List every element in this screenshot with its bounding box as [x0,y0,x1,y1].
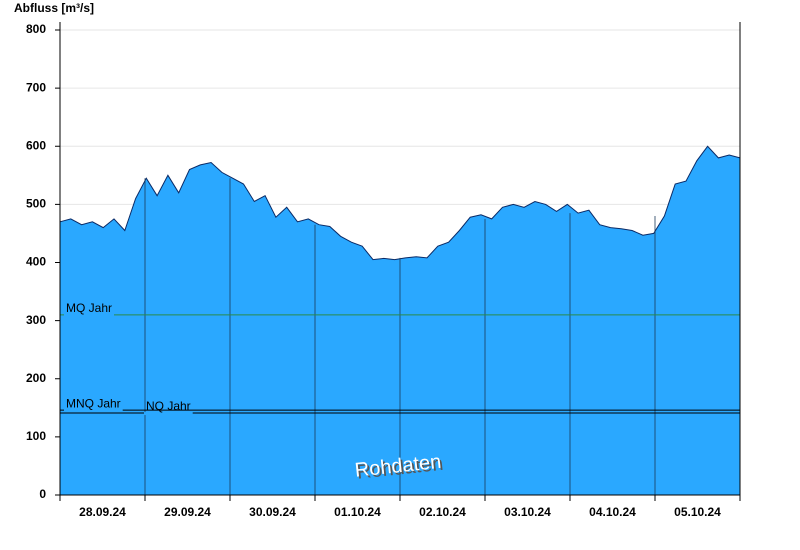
y-tick-label: 400 [26,255,46,269]
reference-label-bg [64,313,115,317]
reference-label: NQ Jahr [146,399,191,413]
x-tick-label: 28.09.24 [79,505,126,519]
x-tick-label: 01.10.24 [334,505,381,519]
y-tick-label: 100 [26,429,46,443]
x-tick-label: 30.09.24 [249,505,296,519]
reference-label-bg [144,412,193,416]
x-tick-label: 05.10.24 [674,505,721,519]
chart-title: Abfluss [m³/s] [14,1,94,15]
x-tick-label: 03.10.24 [504,505,551,519]
x-tick-label: 02.10.24 [419,505,466,519]
x-tick-label: 29.09.24 [164,505,211,519]
x-tick-label: 04.10.24 [589,505,636,519]
reference-label: MQ Jahr [66,301,112,315]
y-tick-label: 200 [26,371,46,385]
y-tick-label: 300 [26,313,46,327]
y-tick-label: 700 [26,80,46,94]
reference-label: MNQ Jahr [66,396,121,410]
reference-label-bg [64,409,123,413]
y-tick-label: 600 [26,138,46,152]
y-tick-label: 0 [39,487,46,501]
y-tick-label: 500 [26,197,46,211]
y-tick-label: 800 [26,22,46,36]
